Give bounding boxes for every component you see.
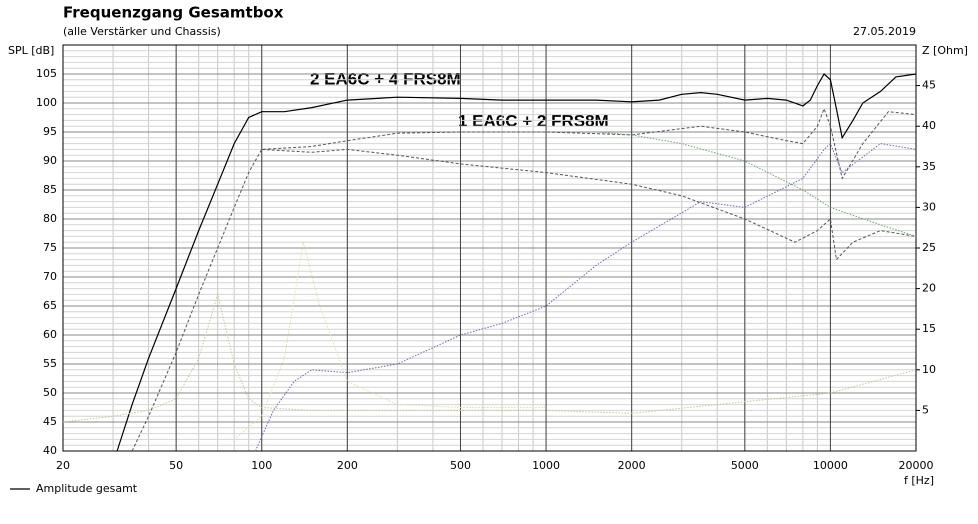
series-line [596,131,917,237]
x-tick-label: 10000 [813,459,848,472]
y-tick-label: 40 [43,444,57,457]
x-tick-label: 20 [56,459,70,472]
x-tick-label: 1000 [532,459,560,472]
x-tick-label: 100 [251,459,272,472]
y2-tick-label: 20 [922,282,936,295]
series-line [62,292,917,423]
x-tick-label: 200 [337,459,358,472]
y2-tick-label: 45 [922,79,936,92]
x-tick-label: 5000 [731,459,759,472]
y-tick-label: 50 [43,386,57,399]
y2-tick-label: 35 [922,160,936,173]
y-tick-label: 60 [43,328,57,341]
y-tick-label: 65 [43,299,57,312]
chart-title: Frequenzgang Gesamtbox [63,4,284,22]
x-tick-label: 20000 [899,459,934,472]
y2-tick-label: 5 [922,403,929,416]
y2-tick-label: 30 [922,200,936,213]
y-tick-label: 75 [43,241,57,254]
y-tick-label: 80 [43,212,57,225]
y2-axis-label: Z [Ohm] [922,44,968,57]
y-tick-label: 55 [43,357,57,370]
series-line [233,242,547,440]
y2-tick-label: 40 [922,119,936,132]
y-tick-label: 45 [43,415,57,428]
x-axis-label: f [Hz] [904,474,934,487]
series-line [254,142,917,452]
y-tick-label: 95 [43,125,57,138]
y-tick-label: 85 [43,183,57,196]
x-tick-label: 500 [450,459,471,472]
legend-label: Amplitude gesamt [36,482,138,495]
x-tick-label: 2000 [618,459,646,472]
y-tick-label: 90 [43,154,57,167]
date: 27.05.2019 [853,25,916,38]
series-line [261,148,917,261]
plot-frame [62,44,917,452]
y-axis-label: SPL [dB] [8,44,54,57]
chart-subtitle: (alle Verstärker und Chassis) [63,25,221,38]
series-line [131,107,917,452]
y2-tick-label: 25 [922,241,936,254]
y-tick-label: 105 [36,67,57,80]
series-line [116,73,917,452]
y2-tick-label: 10 [922,363,936,376]
x-tick-label: 50 [169,459,183,472]
y2-tick-label: 15 [922,322,936,335]
y-tick-label: 100 [36,96,57,109]
y-tick-label: 70 [43,270,57,283]
